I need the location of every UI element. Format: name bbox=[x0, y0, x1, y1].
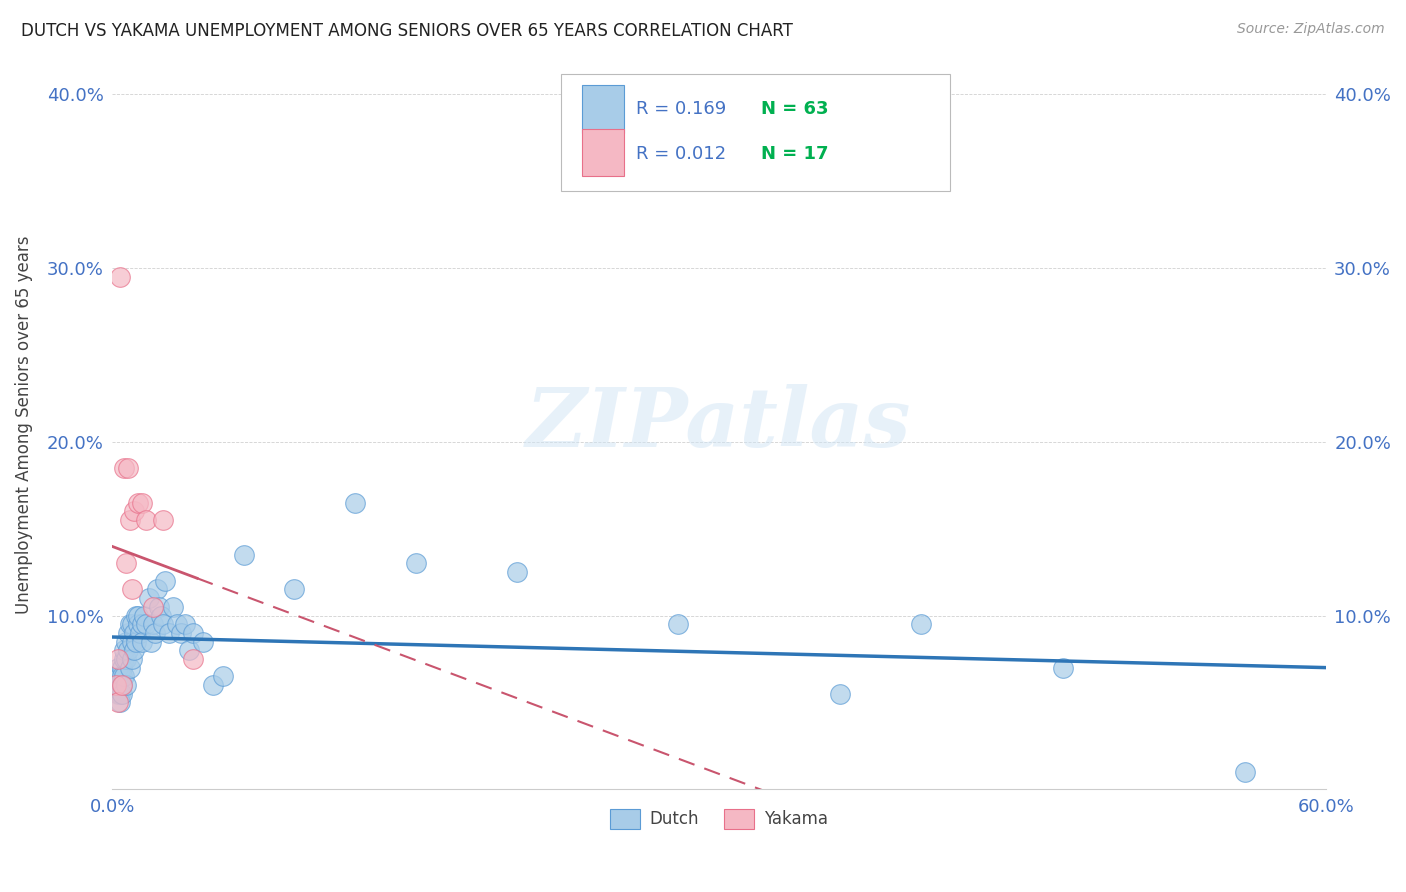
Point bbox=[124, 625, 146, 640]
FancyBboxPatch shape bbox=[561, 74, 949, 191]
Point bbox=[152, 513, 174, 527]
Point bbox=[142, 617, 165, 632]
Point bbox=[111, 669, 134, 683]
Point bbox=[232, 548, 254, 562]
Point bbox=[134, 608, 156, 623]
Point bbox=[191, 634, 214, 648]
Point bbox=[202, 678, 225, 692]
Point bbox=[108, 695, 131, 709]
Point bbox=[135, 617, 157, 632]
Point bbox=[1052, 660, 1074, 674]
Point bbox=[107, 695, 129, 709]
Point bbox=[142, 599, 165, 614]
Point bbox=[131, 634, 153, 648]
Point bbox=[111, 660, 134, 674]
Point bbox=[343, 495, 366, 509]
Point bbox=[112, 669, 135, 683]
Point bbox=[162, 599, 184, 614]
Point bbox=[115, 678, 138, 692]
Point bbox=[111, 678, 134, 692]
Point bbox=[105, 678, 128, 692]
Point bbox=[121, 617, 143, 632]
Point bbox=[120, 513, 142, 527]
FancyBboxPatch shape bbox=[582, 85, 624, 133]
Point bbox=[117, 625, 139, 640]
Point bbox=[138, 591, 160, 606]
Point bbox=[107, 687, 129, 701]
Point bbox=[105, 678, 128, 692]
Point bbox=[139, 634, 162, 648]
Point bbox=[910, 617, 932, 632]
Point bbox=[124, 504, 146, 518]
Point bbox=[405, 557, 427, 571]
Point bbox=[131, 617, 153, 632]
Point bbox=[148, 599, 170, 614]
Point bbox=[121, 652, 143, 666]
Point bbox=[166, 617, 188, 632]
Y-axis label: Unemployment Among Seniors over 65 years: Unemployment Among Seniors over 65 years bbox=[15, 235, 32, 614]
Legend: Dutch, Yakama: Dutch, Yakama bbox=[603, 802, 835, 836]
Point bbox=[121, 634, 143, 648]
Point bbox=[153, 574, 176, 588]
Text: R = 0.169: R = 0.169 bbox=[637, 100, 727, 119]
Point bbox=[107, 652, 129, 666]
Text: ZIPatlas: ZIPatlas bbox=[526, 384, 911, 465]
Point bbox=[152, 617, 174, 632]
Point bbox=[117, 643, 139, 657]
Point bbox=[115, 634, 138, 648]
Text: R = 0.012: R = 0.012 bbox=[637, 145, 727, 163]
Point bbox=[111, 678, 134, 692]
Point bbox=[115, 557, 138, 571]
Point bbox=[127, 617, 149, 632]
Point bbox=[181, 652, 204, 666]
Point bbox=[143, 625, 166, 640]
Point bbox=[830, 687, 852, 701]
Point bbox=[117, 460, 139, 475]
Point bbox=[108, 269, 131, 284]
Point bbox=[181, 625, 204, 640]
Point bbox=[170, 625, 193, 640]
Point bbox=[120, 660, 142, 674]
Point bbox=[157, 625, 180, 640]
Point bbox=[121, 582, 143, 597]
Point bbox=[108, 687, 131, 701]
Point bbox=[129, 625, 152, 640]
Text: N = 63: N = 63 bbox=[762, 100, 830, 119]
Point bbox=[283, 582, 305, 597]
Point bbox=[127, 495, 149, 509]
Point bbox=[212, 669, 235, 683]
Point bbox=[505, 565, 527, 579]
Point bbox=[112, 460, 135, 475]
Point bbox=[149, 608, 172, 623]
Point bbox=[668, 617, 690, 632]
Text: N = 17: N = 17 bbox=[762, 145, 830, 163]
Text: DUTCH VS YAKAMA UNEMPLOYMENT AMONG SENIORS OVER 65 YEARS CORRELATION CHART: DUTCH VS YAKAMA UNEMPLOYMENT AMONG SENIO… bbox=[21, 22, 793, 40]
Point bbox=[1233, 764, 1256, 779]
Point bbox=[131, 495, 153, 509]
Point bbox=[125, 608, 148, 623]
Point bbox=[120, 617, 142, 632]
Point bbox=[174, 617, 197, 632]
Point bbox=[107, 660, 129, 674]
FancyBboxPatch shape bbox=[582, 129, 624, 177]
Point bbox=[135, 513, 157, 527]
Text: Source: ZipAtlas.com: Source: ZipAtlas.com bbox=[1237, 22, 1385, 37]
Point bbox=[177, 643, 200, 657]
Point bbox=[124, 643, 146, 657]
Point bbox=[127, 608, 149, 623]
Point bbox=[112, 652, 135, 666]
Point bbox=[112, 643, 135, 657]
Point bbox=[125, 634, 148, 648]
Point bbox=[145, 582, 167, 597]
Point bbox=[115, 652, 138, 666]
Point bbox=[111, 687, 134, 701]
Point bbox=[108, 669, 131, 683]
